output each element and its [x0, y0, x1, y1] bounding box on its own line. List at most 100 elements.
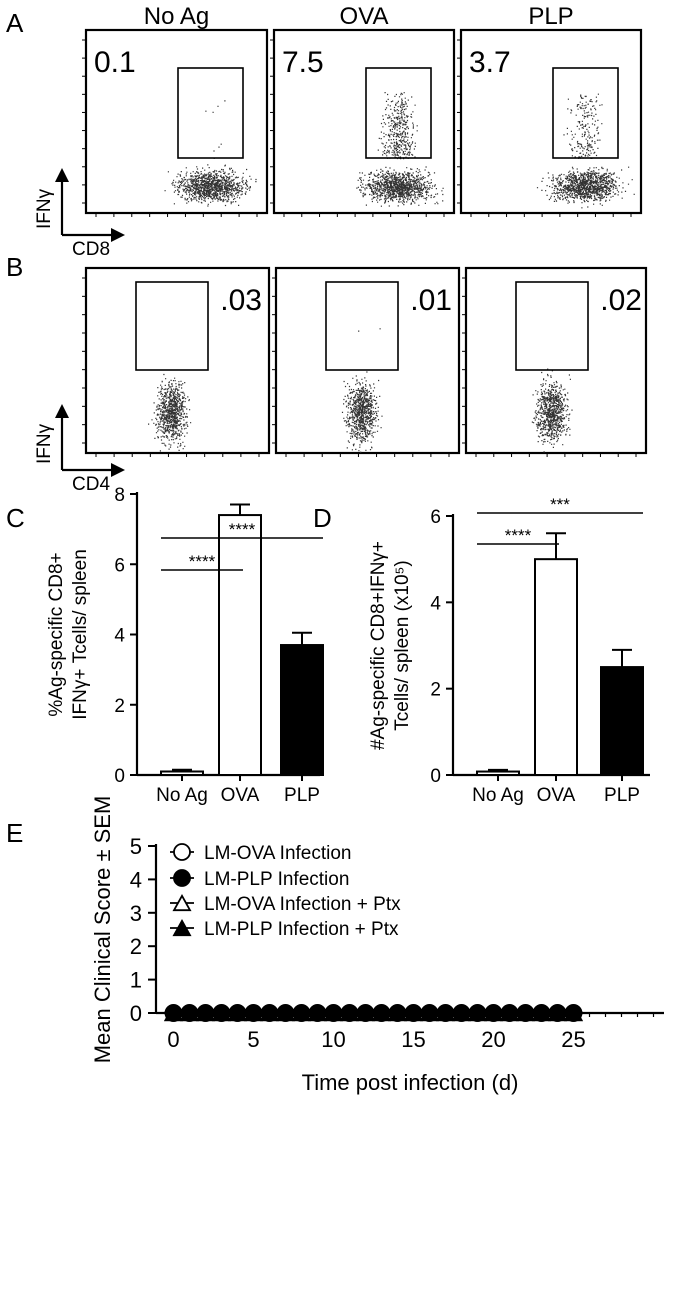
panel-c-bar-chart: 0 2 4 6 8 %Ag-specific CD8+ IFNγ+ Tcells/ sple… [46, 485, 324, 806]
flow-plot-a-2: OVA 7.5 [270, 3, 456, 217]
panel-letter-e: E [6, 818, 23, 848]
e-data-point [563, 1003, 584, 1022]
flow-gate-percentage: 7.5 [282, 46, 324, 79]
e-legend-label: LM-PLP Infection + Ptx [204, 919, 399, 940]
panel-a-flow-plots: No Ag 0.1 OVA 7.5 PLP 3.7 CD8 IFNγ [34, 3, 643, 260]
e-x-axis-label: Time post infection (d) [302, 1070, 519, 1095]
e-data-point [435, 1003, 456, 1022]
e-y-axis-label: Mean Clinical Score ± SEM [90, 796, 115, 1064]
flow-events [148, 373, 192, 452]
e-data-point [451, 1003, 472, 1022]
e-y-tick-label: 5 [130, 834, 142, 859]
bar-y-tick-label: 0 [430, 766, 441, 787]
flow-gate-percentage: .02 [600, 284, 642, 317]
e-y-tick-label: 0 [130, 1001, 142, 1026]
e-y-tick-label: 2 [130, 934, 142, 959]
flow-x-arrowhead [111, 463, 125, 477]
bar-plp [600, 666, 644, 776]
flow-events [536, 93, 635, 209]
flow-plot-b-3: .02 [462, 266, 648, 457]
bar-y-tick-label: 6 [114, 555, 125, 576]
flow-gate-percentage: 3.7 [469, 46, 511, 79]
flow-x-arrowhead [111, 228, 125, 242]
flow-y-axis-label: IFNγ [34, 423, 55, 464]
panel-letters: A B C D E [6, 8, 332, 848]
e-legend-marker [172, 893, 192, 912]
significance-stars: **** [505, 526, 532, 545]
bar-y-tick-label: 2 [114, 696, 125, 717]
bar-y-axis-label: IFNγ+ Tcells/ spleen [70, 549, 91, 720]
e-y-tick-label: 3 [130, 901, 142, 926]
e-data-point [323, 1003, 344, 1022]
e-y-tick-label: 4 [130, 867, 142, 892]
flow-column-header: OVA [340, 3, 389, 30]
bar-no-ag [476, 770, 520, 777]
flow-events [356, 92, 444, 207]
e-legend-label: LM-OVA Infection [204, 843, 352, 864]
flow-gate-percentage: 0.1 [94, 46, 136, 79]
significance-stars: **** [189, 552, 216, 571]
flow-axis-arrows-a: CD8 IFNγ [34, 168, 125, 260]
panel-letter-a: A [6, 8, 24, 38]
flow-plot-a-1: No Ag 0.1 [82, 3, 269, 217]
bar-y-tick-label: 6 [430, 507, 441, 528]
bar-y-tick-label: 2 [430, 680, 441, 701]
panel-b-flow-plots: .03 .01 .02 CD4 IFNγ [34, 266, 648, 495]
flow-plot-frame [84, 28, 269, 215]
flow-gate-percentage: .01 [410, 284, 452, 317]
e-data-point [531, 1003, 552, 1022]
e-x-tick-label: 20 [481, 1027, 505, 1052]
e-data-point [275, 1003, 296, 1022]
bar-category-label: OVA [221, 785, 260, 806]
flow-x-axis-label: CD4 [72, 474, 110, 495]
e-x-tick-label: 25 [561, 1027, 585, 1052]
e-data-point [387, 1003, 408, 1022]
e-legend-marker [173, 843, 191, 861]
e-data-point [307, 1003, 328, 1022]
panel-letter-c: C [6, 503, 25, 533]
bar-category-label: No Ag [156, 785, 208, 806]
flow-gate-percentage: .03 [220, 284, 262, 317]
flow-y-axis-label: IFNγ [34, 188, 55, 229]
flow-plot-b-1: .03 [82, 266, 271, 457]
e-data-point [243, 1003, 264, 1022]
e-data-point [467, 1003, 488, 1022]
e-data-point [403, 1003, 424, 1022]
e-legend-entry-2: LM-PLP Infection [170, 869, 349, 890]
significance-stars: **** [229, 520, 256, 539]
bar-category-label: No Ag [472, 785, 524, 806]
e-data-point [211, 1003, 232, 1022]
bar-y-axis-label: Tcells/ spleen (x10⁵) [392, 560, 413, 731]
e-x-tick-label: 5 [247, 1027, 259, 1052]
e-data-point [195, 1003, 216, 1022]
bar-no-ag [160, 770, 204, 776]
flow-plot-b-2: .01 [272, 266, 461, 457]
flow-axis-arrows-b: CD4 IFNγ [34, 404, 125, 495]
e-data-point [179, 1003, 200, 1022]
e-data-point [339, 1003, 360, 1022]
panel-d-bar-chart: 0 2 4 6 #Ag-specific CD8+IFNγ+ Tcells/ spleen… [368, 495, 650, 806]
flow-gate [515, 281, 589, 371]
bar-y-tick-label: 0 [114, 766, 125, 787]
e-x-tick-label: 0 [167, 1027, 179, 1052]
e-data-point [499, 1003, 520, 1022]
e-y-tick-label: 1 [130, 968, 142, 993]
flow-column-header: No Ag [144, 3, 209, 30]
e-legend-label: LM-PLP Infection [204, 869, 349, 890]
bar-y-tick-label: 4 [430, 593, 441, 614]
flow-plot-frame [274, 266, 461, 455]
flow-events [341, 328, 383, 453]
flow-x-axis-label: CD8 [72, 239, 110, 260]
e-data-point [259, 1003, 280, 1022]
flow-plot-frame [459, 28, 643, 215]
bar-ova [218, 514, 262, 776]
e-legend-label: LM-OVA Infection + Ptx [204, 894, 401, 915]
e-legend-marker [172, 918, 192, 937]
e-x-tick-label: 15 [401, 1027, 425, 1052]
bar-ova [534, 558, 578, 777]
flow-y-arrowhead [55, 168, 69, 182]
e-data-point [291, 1003, 312, 1022]
panel-letter-b: B [6, 252, 23, 282]
flow-y-arrowhead [55, 404, 69, 418]
